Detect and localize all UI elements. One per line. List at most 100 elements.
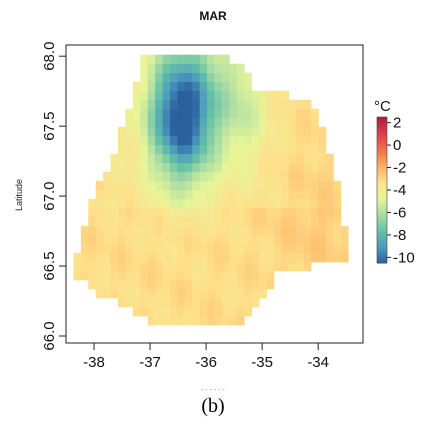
heatmap-cell — [147, 216, 156, 227]
heatmap-cell — [125, 261, 134, 272]
heatmap-cell — [288, 99, 297, 110]
heatmap-cell — [207, 261, 215, 272]
heatmap-cell — [340, 243, 349, 254]
heatmap-cells — [73, 54, 349, 326]
heatmap-cell — [132, 261, 141, 272]
heatmap-cell — [177, 288, 186, 299]
heatmap-cell — [221, 171, 230, 182]
heatmap-cell — [273, 198, 282, 209]
heatmap-cell — [214, 297, 223, 308]
heatmap-cell — [155, 54, 163, 65]
heatmap-cell — [95, 279, 104, 290]
heatmap-cell — [229, 108, 238, 119]
heatmap-cell — [155, 306, 163, 317]
heatmap-cell — [192, 72, 201, 83]
heatmap-cell — [325, 198, 334, 209]
heatmap-cell — [266, 144, 275, 155]
heatmap-cell — [155, 297, 163, 308]
heatmap-cell — [236, 270, 245, 281]
heatmap-cell — [207, 108, 215, 119]
heatmap-cell — [221, 54, 230, 65]
heatmap-cell — [125, 216, 134, 227]
heatmap-cell — [132, 279, 141, 290]
colorbar-segment — [377, 219, 387, 223]
heatmap-cell — [281, 153, 290, 164]
heatmap-cell — [162, 207, 171, 218]
colorbar-segment — [377, 117, 387, 120]
colorbar-tick-label: -2 — [393, 160, 406, 177]
heatmap-cell — [251, 90, 260, 101]
heatmap-cell — [236, 63, 245, 74]
heatmap-cell — [259, 216, 267, 227]
colorbar-segment — [377, 141, 387, 145]
heatmap-cell — [147, 288, 156, 299]
heatmap-cell — [333, 189, 342, 200]
heatmap-cell — [273, 126, 282, 137]
colorbar-segment — [377, 238, 387, 242]
heatmap-cell — [207, 216, 215, 227]
heatmap-cell — [125, 135, 134, 146]
heatmap-cell — [132, 306, 141, 317]
y-axis-label: Latitude — [14, 179, 24, 211]
heatmap-cell — [229, 279, 238, 290]
heatmap-cell — [162, 99, 171, 110]
heatmap-cell — [214, 279, 223, 290]
heatmap-cell — [214, 216, 223, 227]
heatmap-cell — [325, 162, 334, 173]
heatmap-cell — [221, 234, 230, 245]
heatmap-cell — [147, 189, 156, 200]
heatmap-cell — [147, 117, 156, 128]
heatmap-cell — [244, 189, 253, 200]
heatmap-cell — [125, 279, 134, 290]
heatmap-cell — [132, 288, 141, 299]
heatmap-cell — [117, 135, 126, 146]
heatmap-cell — [207, 81, 215, 92]
heatmap-cell — [117, 225, 126, 236]
heatmap-cell — [184, 63, 193, 74]
heatmap-cell — [296, 198, 305, 209]
colorbar-segment — [377, 172, 387, 176]
heatmap-cell — [162, 144, 171, 155]
heatmap-cell — [132, 144, 141, 155]
colorbar-segment — [377, 165, 387, 169]
heatmap-cell — [155, 225, 163, 236]
heatmap-cell — [177, 135, 186, 146]
heatmap-cell — [169, 252, 178, 263]
heatmap-cell — [155, 189, 163, 200]
heatmap-cell — [244, 90, 253, 101]
heatmap-cell — [229, 288, 238, 299]
heatmap-cell — [244, 126, 253, 137]
heatmap-cell — [140, 153, 149, 164]
heatmap-cell — [95, 270, 104, 281]
heatmap-cell — [140, 270, 149, 281]
heatmap-cell — [303, 144, 312, 155]
heatmap-cell — [169, 306, 178, 317]
colorbar-segment — [377, 180, 387, 184]
heatmap-cell — [207, 189, 215, 200]
heatmap-cell — [221, 126, 230, 137]
heatmap-cell — [155, 90, 163, 101]
heatmap-cell — [259, 234, 267, 245]
heatmap-cell — [140, 180, 149, 191]
heatmap-cell — [214, 117, 223, 128]
heatmap-cell — [177, 261, 186, 272]
heatmap-cell — [80, 234, 89, 245]
heatmap-cell — [117, 198, 126, 209]
heatmap-cell — [251, 117, 260, 128]
heatmap-cell — [303, 198, 312, 209]
heatmap-cell — [132, 297, 141, 308]
heatmap-cell — [325, 234, 334, 245]
heatmap-cell — [266, 135, 275, 146]
heatmap-cell — [110, 261, 119, 272]
heatmap-cell — [110, 180, 119, 191]
heatmap-cell — [251, 270, 260, 281]
heatmap-cell — [318, 207, 327, 218]
heatmap-cell — [162, 126, 171, 137]
heatmap-cell — [177, 144, 186, 155]
heatmap-cell — [214, 126, 223, 137]
heatmap-cell — [244, 279, 253, 290]
heatmap-cell — [273, 225, 282, 236]
heatmap-cell — [273, 162, 282, 173]
heatmap-cell — [266, 270, 275, 281]
heatmap-cell — [266, 90, 275, 101]
